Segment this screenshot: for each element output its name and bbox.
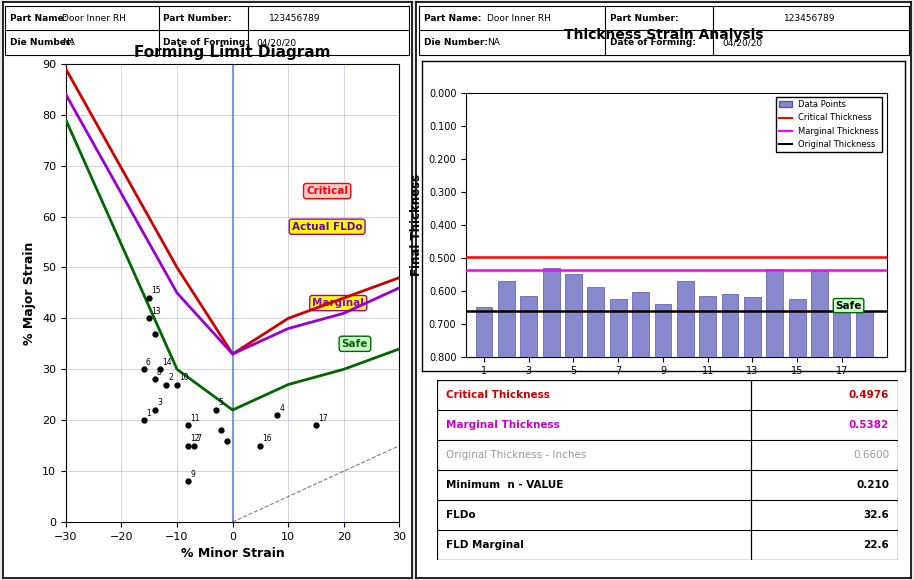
Text: Critical: Critical bbox=[306, 186, 348, 196]
Text: 3: 3 bbox=[157, 398, 162, 407]
Bar bbox=[632, 292, 649, 357]
Bar bbox=[766, 269, 783, 357]
Text: 13: 13 bbox=[152, 307, 161, 316]
Y-axis label: Final Thickness: Final Thickness bbox=[410, 173, 423, 276]
Text: 10: 10 bbox=[179, 373, 189, 382]
Text: 1: 1 bbox=[146, 409, 151, 418]
Text: 15: 15 bbox=[152, 287, 161, 295]
Bar bbox=[654, 304, 671, 357]
Bar bbox=[722, 294, 739, 357]
Bar bbox=[834, 299, 850, 357]
Text: 0.5382: 0.5382 bbox=[849, 420, 889, 430]
Text: 32.6: 32.6 bbox=[864, 510, 889, 520]
Text: 04/20/20: 04/20/20 bbox=[722, 38, 762, 48]
Bar bbox=[543, 267, 559, 357]
Bar bbox=[520, 296, 537, 357]
Y-axis label: % Major Strain: % Major Strain bbox=[24, 241, 37, 345]
Text: 8: 8 bbox=[157, 368, 162, 377]
Text: Door Inner RH: Door Inner RH bbox=[62, 13, 126, 23]
Text: Date of Forming:: Date of Forming: bbox=[610, 38, 696, 48]
Text: Part Number:: Part Number: bbox=[610, 13, 678, 23]
Text: 5: 5 bbox=[218, 398, 223, 407]
Text: 16: 16 bbox=[262, 434, 272, 443]
Text: 6: 6 bbox=[146, 358, 151, 367]
Text: Part Name:: Part Name: bbox=[423, 13, 481, 23]
Bar bbox=[699, 296, 716, 357]
Text: Safe: Safe bbox=[835, 300, 862, 310]
Title: Forming Limit Diagram: Forming Limit Diagram bbox=[134, 45, 331, 60]
Bar bbox=[610, 299, 627, 357]
Text: FLD Marginal: FLD Marginal bbox=[446, 540, 524, 550]
Text: 4: 4 bbox=[280, 404, 284, 412]
Text: Minimum  n - VALUE: Minimum n - VALUE bbox=[446, 480, 564, 490]
Text: Critical Thickness: Critical Thickness bbox=[446, 390, 550, 400]
Text: FLDo: FLDo bbox=[446, 510, 476, 520]
Text: Part Name:: Part Name: bbox=[9, 13, 67, 23]
Text: 123456789: 123456789 bbox=[269, 13, 321, 23]
Text: Part Number:: Part Number: bbox=[163, 13, 231, 23]
Bar bbox=[677, 281, 694, 357]
Bar bbox=[588, 288, 604, 357]
Text: NA: NA bbox=[487, 38, 500, 48]
Legend: Data Points, Critical Thickness, Marginal Thickness, Original Thickness: Data Points, Critical Thickness, Margina… bbox=[776, 97, 882, 152]
Text: Actual FLDo: Actual FLDo bbox=[292, 222, 363, 232]
Text: Safe: Safe bbox=[342, 339, 368, 349]
Bar bbox=[744, 298, 760, 357]
Bar bbox=[498, 281, 515, 357]
Text: 123456789: 123456789 bbox=[783, 13, 835, 23]
Text: 9: 9 bbox=[190, 470, 196, 478]
Text: 17: 17 bbox=[318, 414, 328, 423]
Text: Marginal Thickness: Marginal Thickness bbox=[446, 420, 560, 430]
Text: 14: 14 bbox=[163, 358, 172, 367]
Text: 0.210: 0.210 bbox=[856, 480, 889, 490]
Text: 2: 2 bbox=[168, 373, 173, 382]
Bar bbox=[811, 271, 828, 357]
Text: 22.6: 22.6 bbox=[864, 540, 889, 550]
Text: Door Inner RH: Door Inner RH bbox=[487, 13, 551, 23]
Text: Marginal: Marginal bbox=[313, 298, 364, 308]
Text: 11: 11 bbox=[190, 414, 200, 423]
Text: 04/20/20: 04/20/20 bbox=[256, 38, 296, 48]
Text: 0.4976: 0.4976 bbox=[849, 390, 889, 400]
Text: NA: NA bbox=[62, 38, 75, 48]
Text: Date of Forming:: Date of Forming: bbox=[163, 38, 249, 48]
Text: Original Thickness - Inches: Original Thickness - Inches bbox=[446, 450, 587, 460]
X-axis label: % Minor Strain: % Minor Strain bbox=[181, 548, 284, 560]
Text: 12: 12 bbox=[190, 434, 200, 443]
Bar bbox=[789, 299, 805, 357]
Text: 7: 7 bbox=[196, 434, 201, 443]
Text: 0.6600: 0.6600 bbox=[853, 450, 889, 460]
Bar bbox=[856, 310, 873, 357]
Text: Thickness Strain Analysis: Thickness Strain Analysis bbox=[564, 28, 763, 42]
Text: Die Number:: Die Number: bbox=[9, 38, 73, 48]
Bar bbox=[475, 307, 493, 357]
X-axis label: Measurement Point: Measurement Point bbox=[611, 382, 741, 395]
Text: Die Number:: Die Number: bbox=[423, 38, 487, 48]
Bar bbox=[565, 274, 582, 357]
